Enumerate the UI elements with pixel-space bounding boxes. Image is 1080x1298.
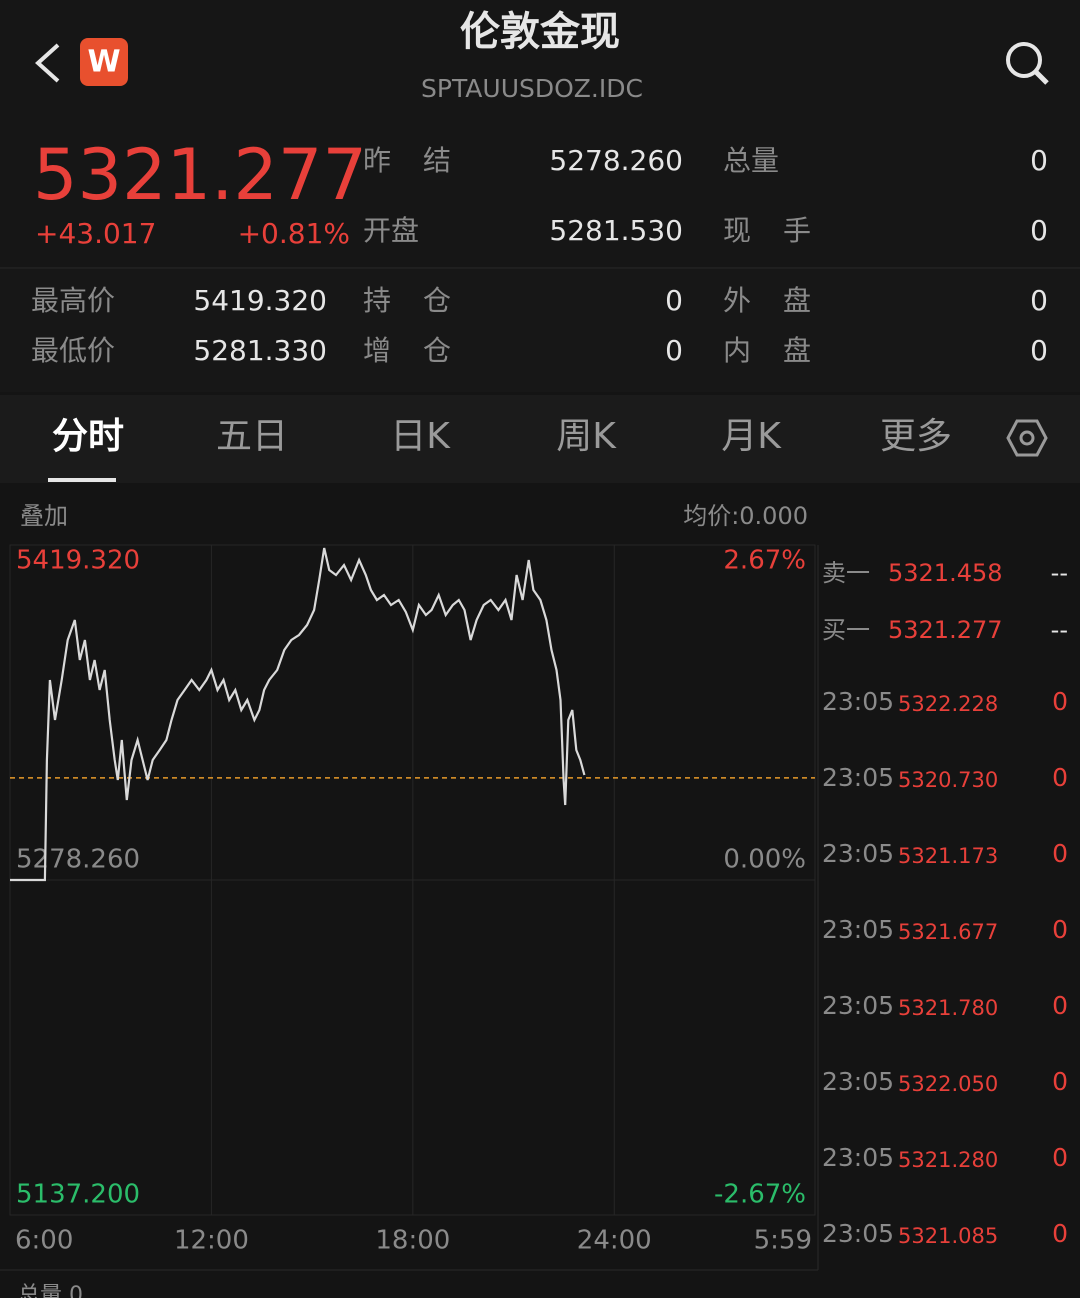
stat-label: 现手 bbox=[723, 214, 843, 247]
x-tick-label: 24:00 bbox=[577, 1226, 652, 1256]
tab[interactable]: 日K bbox=[390, 416, 451, 457]
tab[interactable]: 分时 bbox=[52, 416, 124, 457]
tabs-bg bbox=[0, 395, 1080, 483]
trade-price: 5322.050 bbox=[898, 1072, 998, 1096]
trade-time: 23:05 bbox=[822, 1219, 894, 1248]
back-button[interactable] bbox=[35, 43, 60, 83]
change: +43.017 bbox=[35, 217, 156, 250]
stat-value: 0 bbox=[1030, 214, 1048, 247]
trade-price: 5322.228 bbox=[898, 692, 998, 716]
y2-tick-label: -2.67% bbox=[714, 1180, 806, 1210]
tab[interactable]: 月K bbox=[721, 416, 782, 457]
quote-volume: -- bbox=[1051, 559, 1068, 587]
stat-label: 增仓 bbox=[363, 334, 483, 367]
trade-price: 5321.677 bbox=[898, 920, 998, 944]
stat-value: 5281.530 bbox=[549, 214, 683, 247]
trade-time: 23:05 bbox=[822, 763, 894, 792]
trade-price: 5321.173 bbox=[898, 844, 998, 868]
settings-button[interactable] bbox=[1006, 419, 1048, 457]
stat-label: 昨结 bbox=[363, 144, 483, 177]
subtitle: SPTAUUSDOZ.IDC bbox=[421, 74, 643, 103]
stat-value: 0 bbox=[1030, 334, 1048, 367]
price-line bbox=[10, 547, 586, 882]
quote-price: 5321.277 bbox=[888, 616, 1003, 644]
x-tick-label: 12:00 bbox=[174, 1226, 249, 1256]
stat-value: 0 bbox=[1030, 284, 1048, 317]
stat-label: 外盘 bbox=[723, 284, 843, 317]
stat-value: 5278.260 bbox=[549, 144, 683, 177]
stat-value: 0 bbox=[665, 334, 683, 367]
header-bg bbox=[0, 0, 1080, 268]
trade-volume: 0 bbox=[1052, 1143, 1068, 1172]
trade-volume: 0 bbox=[1052, 1067, 1068, 1096]
trade-volume: 0 bbox=[1052, 1219, 1068, 1248]
overlay-label[interactable]: 叠加 bbox=[20, 502, 68, 530]
trade-price: 5320.730 bbox=[898, 768, 998, 792]
stat-label: 持仓 bbox=[363, 284, 483, 317]
stat-label: 最低价 bbox=[31, 334, 115, 367]
trade-time: 23:05 bbox=[822, 687, 894, 716]
tab[interactable]: 周K bbox=[556, 416, 617, 457]
trade-volume: 0 bbox=[1052, 839, 1068, 868]
y2-tick-label: 0.00% bbox=[723, 845, 806, 875]
badge bbox=[80, 38, 128, 86]
stat-value: 0 bbox=[1030, 144, 1048, 177]
trade-price: 5321.780 bbox=[898, 996, 998, 1020]
stat-label: 开盘 bbox=[363, 214, 419, 247]
price: 5321.277 bbox=[33, 134, 367, 216]
trade-time: 23:05 bbox=[822, 1067, 894, 1096]
y-tick-label: 5278.260 bbox=[16, 845, 140, 875]
y2-tick-label: 2.67% bbox=[723, 546, 806, 576]
stat-value: 0 bbox=[665, 284, 683, 317]
footer-volume: 总量 0 bbox=[18, 1283, 83, 1298]
trade-price: 5321.280 bbox=[898, 1148, 998, 1172]
quote-volume: -- bbox=[1051, 616, 1068, 644]
chart-bg bbox=[0, 485, 1080, 1298]
tab[interactable]: 五日 bbox=[216, 416, 288, 457]
search-button[interactable] bbox=[1006, 42, 1049, 85]
quote-label: 买一 bbox=[822, 616, 870, 644]
stats-bg bbox=[0, 269, 1080, 392]
stat-value: 5419.320 bbox=[193, 284, 327, 317]
trade-price: 5321.085 bbox=[898, 1224, 998, 1248]
stat-label: 内盘 bbox=[723, 334, 843, 367]
trade-time: 23:05 bbox=[822, 915, 894, 944]
y-tick-label: 5137.200 bbox=[16, 1180, 140, 1210]
trade-volume: 0 bbox=[1052, 687, 1068, 716]
stat-label: 最高价 bbox=[31, 284, 115, 317]
stat-value: 5281.330 bbox=[193, 334, 327, 367]
average-label: 均价:0.000 bbox=[683, 502, 808, 530]
quote-price: 5321.458 bbox=[888, 559, 1003, 587]
badge-text: W bbox=[87, 45, 120, 80]
trade-time: 23:05 bbox=[822, 991, 894, 1020]
trade-volume: 0 bbox=[1052, 763, 1068, 792]
x-tick-label: 6:00 bbox=[15, 1226, 73, 1256]
x-tick-label: 18:00 bbox=[375, 1226, 450, 1256]
trade-volume: 0 bbox=[1052, 991, 1068, 1020]
title: 伦敦金现 bbox=[460, 9, 620, 55]
quote-label: 卖一 bbox=[822, 559, 870, 587]
trade-time: 23:05 bbox=[822, 1143, 894, 1172]
change-percent: +0.81% bbox=[238, 217, 350, 250]
tab[interactable]: 更多 bbox=[880, 416, 952, 457]
trade-volume: 0 bbox=[1052, 915, 1068, 944]
y-tick-label: 5419.320 bbox=[16, 546, 140, 576]
stat-label: 总量 bbox=[723, 144, 779, 177]
x-tick-label: 5:59 bbox=[754, 1226, 812, 1256]
trade-time: 23:05 bbox=[822, 839, 894, 868]
